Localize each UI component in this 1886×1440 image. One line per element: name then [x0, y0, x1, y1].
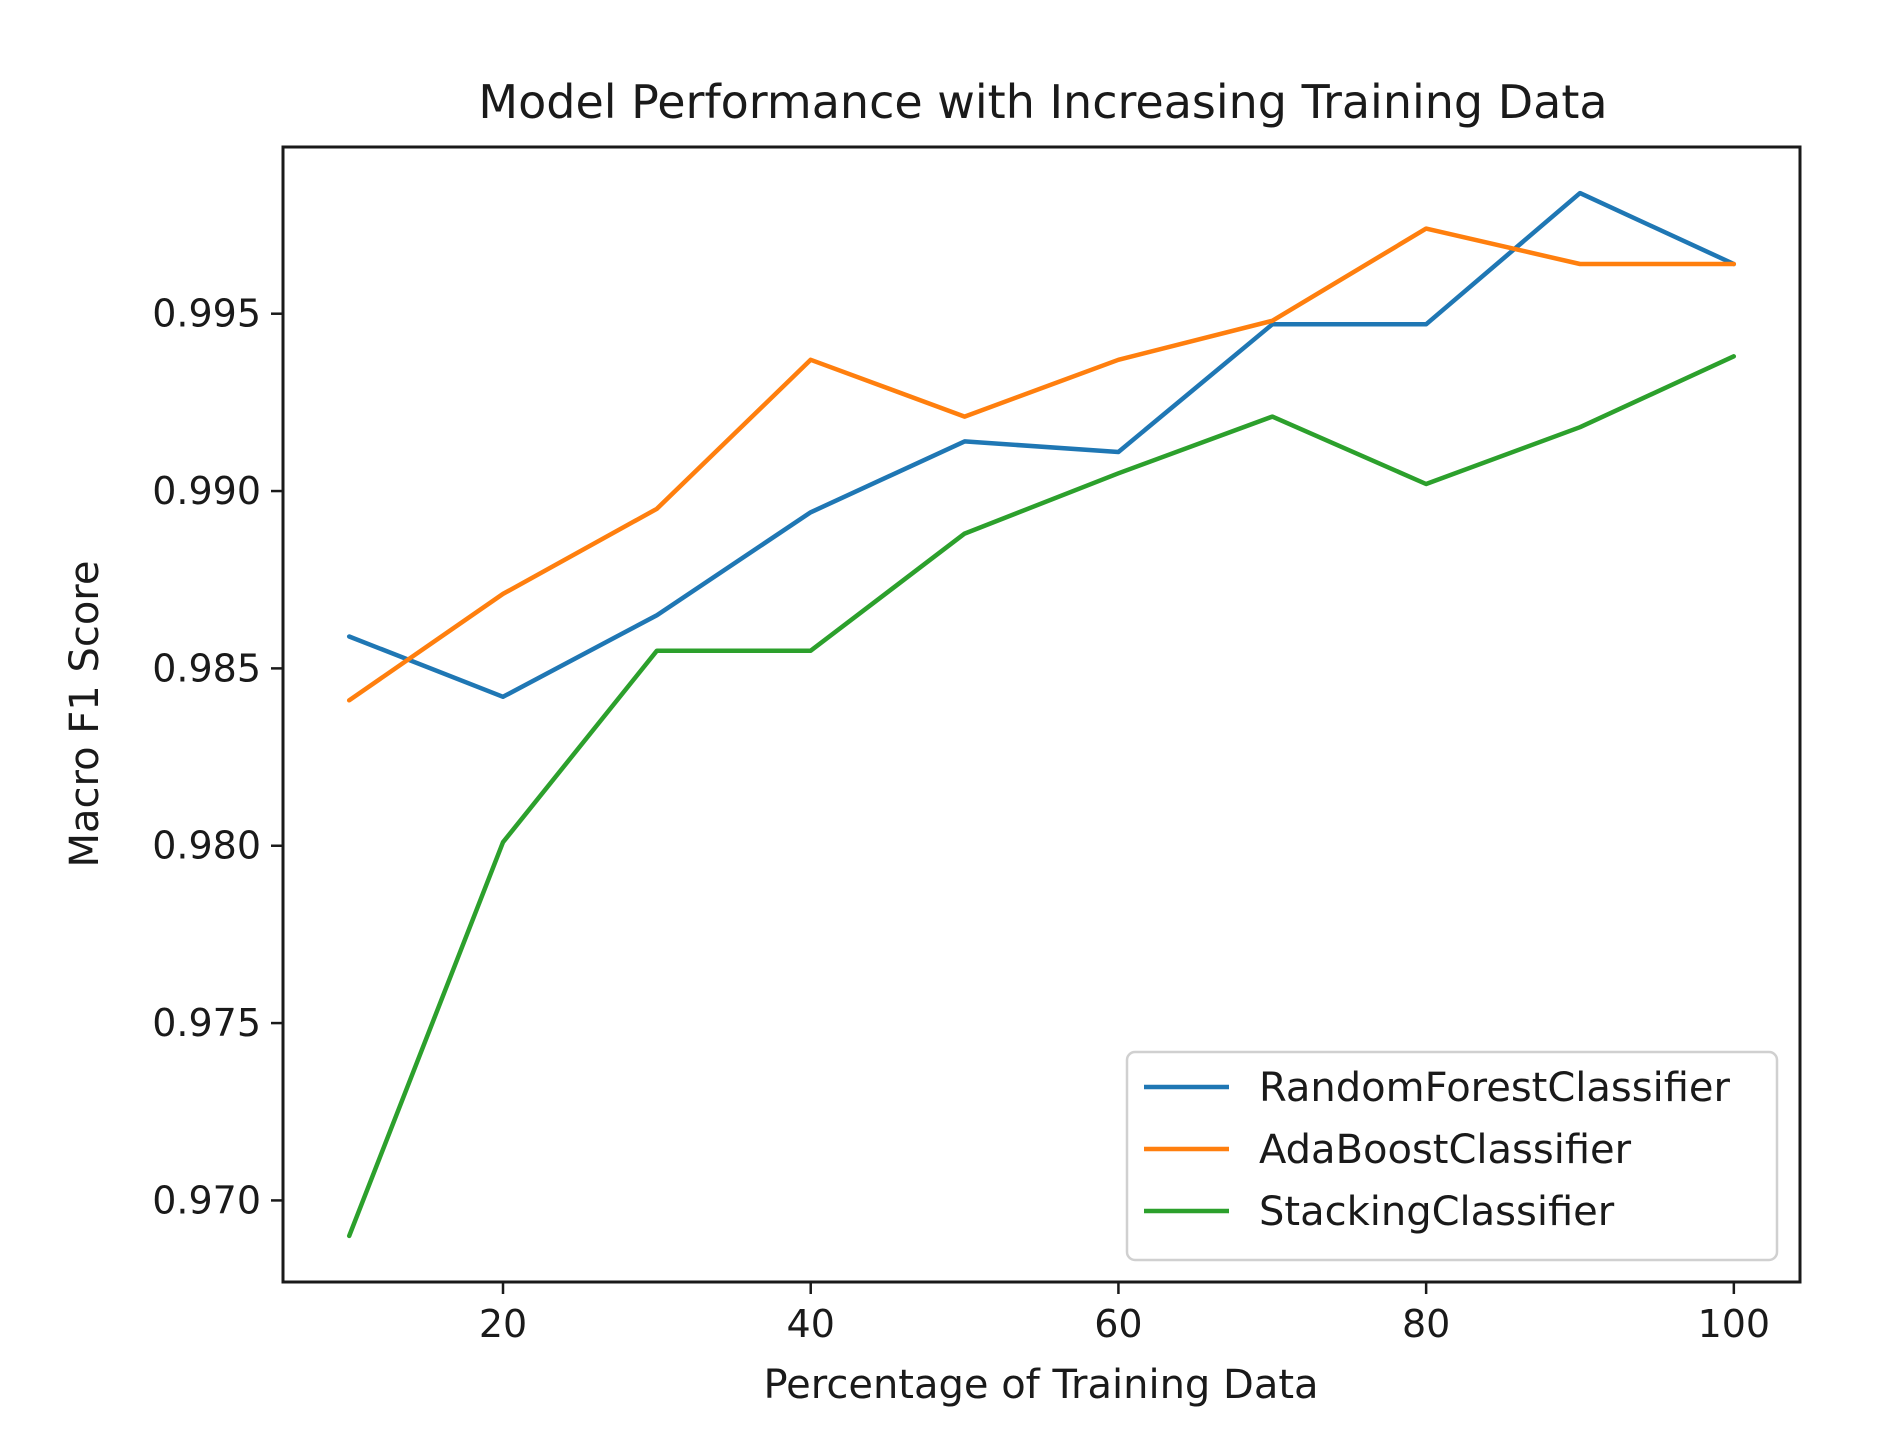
x-tick-label-100: 100 [1698, 1302, 1771, 1346]
series-AdaBoostClassifier [346, 226, 1737, 703]
y-tick-label-0.990: 0.990 [152, 469, 261, 513]
x-tick-label-40: 40 [787, 1302, 835, 1346]
series-RandomForestClassifier [346, 190, 1737, 700]
legend-frame [1125, 1050, 1779, 1262]
y-tick-label-0.995: 0.995 [152, 292, 261, 336]
legend-label-RandomForestClassifier: RandomForestClassifier [1259, 1065, 1731, 1111]
series-line-AdaBoostClassifier [346, 226, 1737, 703]
legend-item-RandomForestClassifier[interactable]: RandomForestClassifier [1144, 1065, 1731, 1111]
legend-item-AdaBoostClassifier[interactable]: AdaBoostClassifier [1144, 1127, 1632, 1173]
x-axis: 20 40 60 80 100 [479, 1282, 1770, 1346]
y-tick-label-0.970: 0.970 [152, 1178, 261, 1222]
y-axis: 0.970 0.975 0.980 0.985 0.990 0.995 [152, 292, 283, 1222]
series-line-StackingClassifier [346, 354, 1737, 1239]
legend[interactable]: RandomForestClassifier AdaBoostClassifier… [1125, 1050, 1779, 1262]
x-tick-label-80: 80 [1402, 1302, 1450, 1346]
legend-label-AdaBoostClassifier: AdaBoostClassifier [1259, 1127, 1632, 1173]
y-axis-label: Macro F1 Score [62, 561, 108, 868]
plot-series [346, 190, 1737, 1239]
x-tick-label-20: 20 [479, 1302, 527, 1346]
y-tick-label-0.975: 0.975 [152, 1001, 261, 1045]
y-tick-label-0.980: 0.980 [152, 824, 261, 868]
x-axis-label: Percentage of Training Data [763, 1362, 1318, 1408]
legend-label-StackingClassifier: StackingClassifier [1259, 1189, 1615, 1235]
series-StackingClassifier [346, 354, 1737, 1239]
chart-title: Model Performance with Increasing Traini… [478, 75, 1607, 129]
plot-frame [281, 145, 1802, 1284]
x-tick-label-60: 60 [1094, 1302, 1142, 1346]
legend-item-StackingClassifier[interactable]: StackingClassifier [1144, 1189, 1615, 1235]
series-line-RandomForestClassifier [346, 190, 1737, 700]
y-tick-label-0.985: 0.985 [152, 646, 261, 690]
